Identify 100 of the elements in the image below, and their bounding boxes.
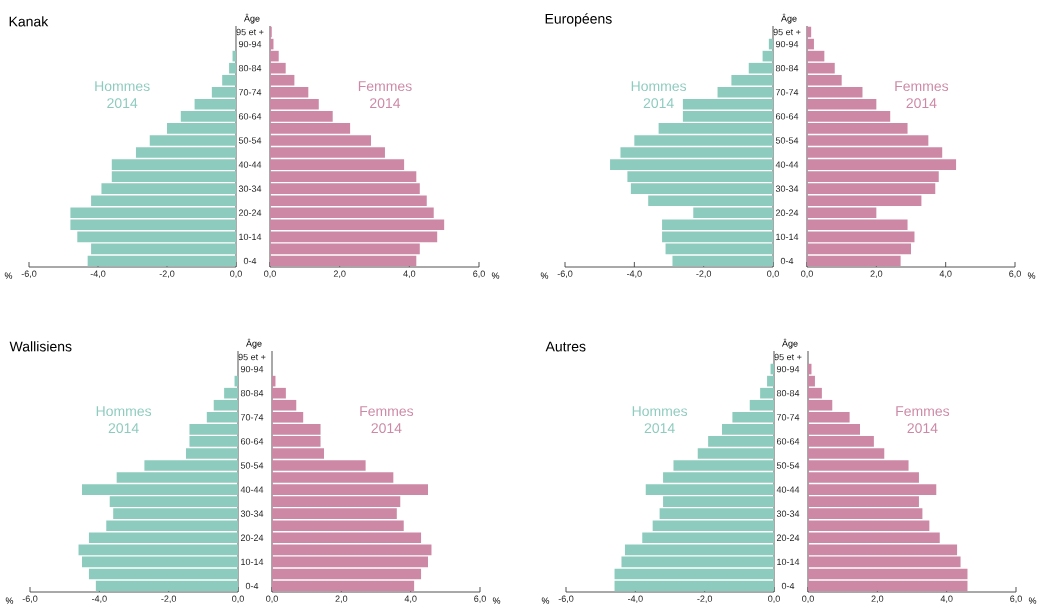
x-axis-title: % xyxy=(540,272,549,279)
bar xyxy=(807,50,825,62)
chart-title: Européens xyxy=(545,13,612,27)
y-axis-title: Âge xyxy=(781,13,797,24)
x-tick-label: -2,0 xyxy=(159,270,175,278)
x-tick-label: 4,0 xyxy=(404,595,417,603)
x-tick-label: -6,0 xyxy=(557,270,573,278)
x-tick-label: 2,0 xyxy=(870,270,883,278)
x-tick-label: 0,0 xyxy=(232,595,244,603)
y-tick-label: 80-84 xyxy=(775,64,799,72)
y-tick-label: 30-34 xyxy=(776,510,800,517)
bar xyxy=(270,62,286,74)
x-tick-label: 0,0 xyxy=(768,595,780,603)
y-tick-label: 10-14 xyxy=(241,558,264,566)
x-axis-title: % xyxy=(1027,272,1036,279)
bar xyxy=(270,50,279,62)
y-axis-title: Âge xyxy=(246,338,262,349)
y-tick-label: 10-14 xyxy=(777,558,800,566)
bar xyxy=(808,544,958,556)
y-tick-label: 95 et + xyxy=(238,353,266,361)
y-tick-label: 70-74 xyxy=(776,414,800,421)
bar xyxy=(272,580,415,592)
y-tick-label: 90-94 xyxy=(238,40,262,48)
bar xyxy=(272,387,286,399)
x-tick-label: 0,0 xyxy=(801,270,813,278)
x-axis-title: % xyxy=(1028,597,1037,604)
y-tick-label: 0-4 xyxy=(243,257,257,265)
y-tick-label: 60-64 xyxy=(776,438,800,445)
bar xyxy=(807,62,835,74)
x-tick-label: 2,0 xyxy=(335,595,348,603)
series-label: Hommes 2014 xyxy=(631,81,687,109)
x-tick-label: -4,0 xyxy=(90,270,106,278)
x-axis-title: % xyxy=(5,597,14,604)
y-tick-label: 95 et + xyxy=(236,28,264,36)
x-tick-label: 0,0 xyxy=(802,595,814,603)
y-tick-label: 95 et + xyxy=(773,28,801,36)
y-tick-label: 50-54 xyxy=(240,462,264,469)
bar xyxy=(807,26,812,38)
x-tick-label: 0,0 xyxy=(767,270,779,278)
x-tick-label: 6,0 xyxy=(1010,595,1022,603)
y-tick-label: 0-4 xyxy=(781,582,795,590)
series-label: Femmes 2014 xyxy=(896,406,950,434)
y-tick-label: 95 et + xyxy=(774,353,802,361)
x-tick-label: -6,0 xyxy=(558,595,574,603)
bar xyxy=(807,219,908,231)
bar xyxy=(272,544,432,556)
x-tick-label: 4,0 xyxy=(403,270,416,278)
bar xyxy=(272,568,422,580)
x-axis-title: % xyxy=(491,272,500,279)
series-label: Femmes 2014 xyxy=(895,81,949,109)
y-tick-label: 20-24 xyxy=(775,209,799,216)
y-tick-label: 80-84 xyxy=(776,389,800,397)
chart-title: Kanak xyxy=(9,16,49,27)
x-tick-label: 2,0 xyxy=(333,270,346,278)
bar xyxy=(807,231,915,243)
x-tick-label: 0,0 xyxy=(266,595,278,603)
x-tick-label: -6,0 xyxy=(21,270,37,278)
y-tick-label: 60-64 xyxy=(238,113,262,120)
bar xyxy=(807,38,814,50)
y-tick-label: 90-94 xyxy=(776,365,800,373)
x-tick-label: -2,0 xyxy=(696,270,712,278)
y-tick-label: 80-84 xyxy=(238,64,262,72)
y-tick-label: 10-14 xyxy=(776,233,799,241)
y-tick-label: 50-54 xyxy=(775,137,799,144)
series-label: Hommes 2014 xyxy=(96,406,152,434)
x-tick-label: -4,0 xyxy=(627,270,642,278)
bar xyxy=(807,243,912,255)
y-tick-label: 40-44 xyxy=(240,486,264,493)
chart-title: Wallisiens xyxy=(9,341,72,352)
x-tick-label: 0,0 xyxy=(264,270,276,278)
y-tick-label: 70-74 xyxy=(775,89,799,96)
x-tick-label: 6,0 xyxy=(473,270,485,278)
bar xyxy=(808,387,822,399)
bar xyxy=(270,231,438,243)
y-tick-label: 40-44 xyxy=(775,161,799,168)
series-label: Femmes 2014 xyxy=(360,406,414,434)
y-tick-label: 60-64 xyxy=(240,438,264,445)
y-tick-label: 80-84 xyxy=(240,389,264,397)
y-tick-label: 10-14 xyxy=(239,233,262,241)
bar xyxy=(270,255,417,267)
bar xyxy=(808,375,815,387)
y-tick-label: 20-24 xyxy=(240,534,264,541)
series-label: Hommes 2014 xyxy=(632,406,688,434)
series-label: Hommes 2014 xyxy=(95,81,150,109)
bar xyxy=(270,219,445,231)
x-axis-title: % xyxy=(492,597,501,604)
x-tick-label: 0,0 xyxy=(230,270,242,278)
y-tick-label: 90-94 xyxy=(775,40,799,48)
y-axis-title: Âge xyxy=(244,13,260,24)
y-axis-title: Âge xyxy=(782,338,798,349)
x-axis-title: % xyxy=(4,272,13,279)
y-tick-label: 30-34 xyxy=(238,185,262,192)
x-tick-label: -4,0 xyxy=(627,595,643,603)
y-tick-label: 60-64 xyxy=(775,113,799,120)
x-tick-label: 2,0 xyxy=(871,595,884,603)
x-tick-label: 4,0 xyxy=(940,595,953,603)
bar xyxy=(808,568,968,580)
y-tick-label: 40-44 xyxy=(776,486,800,493)
y-tick-label: 0-4 xyxy=(245,582,259,590)
y-tick-label: 20-24 xyxy=(238,209,262,216)
